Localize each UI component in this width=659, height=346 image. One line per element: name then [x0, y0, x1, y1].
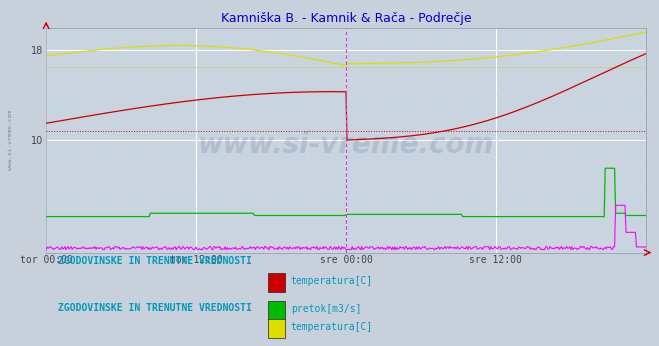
Bar [268, 273, 285, 292]
Text: ZGODOVINSKE IN TRENUTNE VREDNOSTI: ZGODOVINSKE IN TRENUTNE VREDNOSTI [58, 303, 252, 313]
Text: pretok[m3/s]: pretok[m3/s] [291, 304, 361, 314]
Text: www.si-vreme.com: www.si-vreme.com [8, 110, 13, 170]
Text: temperatura[C]: temperatura[C] [291, 322, 373, 332]
Bar [268, 301, 285, 320]
Bar [268, 319, 285, 338]
Text: temperatura[C]: temperatura[C] [291, 276, 373, 286]
Text: www.si-vreme.com: www.si-vreme.com [198, 131, 494, 158]
Text: ZGODOVINSKE IN TRENUTNE VREDNOSTI: ZGODOVINSKE IN TRENUTNE VREDNOSTI [58, 256, 252, 266]
Title: Kamniška B. - Kamnik & Rača - Podrečje: Kamniška B. - Kamnik & Rača - Podrečje [221, 12, 471, 25]
